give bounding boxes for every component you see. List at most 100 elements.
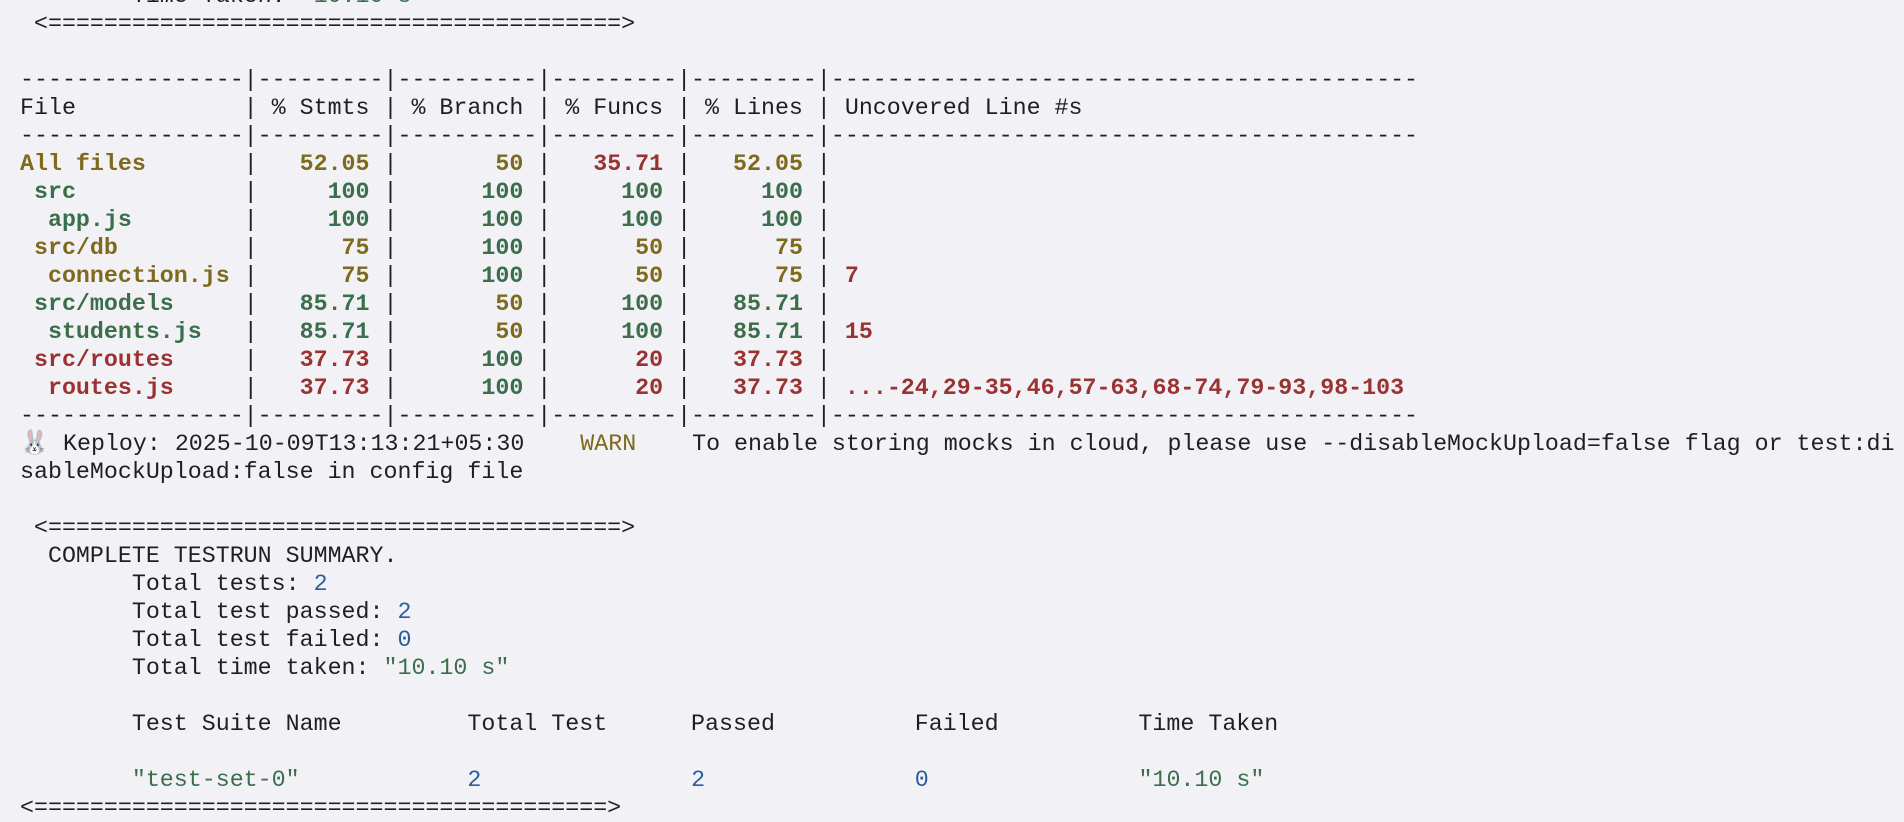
terminal-text: | [677, 235, 692, 261]
terminal-line: 🐰 Keploy: 2025-10-09T13:13:21+05:30 WARN… [20, 430, 1894, 458]
terminal-line: Test Suite Name Total Test Passed Failed… [20, 710, 1894, 738]
terminal-text: 50 [551, 235, 678, 261]
terminal-text: ...-24,29-35,46,57-63,68-74,79-93,98-103 [844, 375, 1405, 401]
terminal-text: | [537, 179, 552, 205]
terminal-text [300, 767, 468, 793]
terminal-text: src/models [20, 291, 244, 317]
terminal-text: 85.71 [257, 291, 384, 317]
terminal-line: ----------------|---------|----------|--… [20, 66, 1894, 94]
terminal-text: | [816, 151, 831, 177]
terminal-text: src/routes [20, 347, 244, 373]
terminal-text: | [243, 151, 258, 177]
terminal-text: students.js [20, 319, 244, 345]
terminal: Time Taken: "10.10 s" <=================… [20, 0, 1894, 822]
terminal-text: 0 [914, 767, 929, 793]
terminal-line: routes.js | 37.73 | 100 | 20 | 37.73 | .… [20, 374, 1894, 402]
terminal-line: "test-set-0" 2 2 0 "10.10 s" [20, 766, 1894, 794]
terminal-line [20, 486, 1894, 514]
terminal-line: src | 100 | 100 | 100 | 100 | [20, 178, 1894, 206]
terminal-text: 50 [551, 263, 678, 289]
terminal-text: All files [20, 151, 244, 177]
terminal-text: | [816, 179, 831, 205]
terminal-text: | [537, 347, 552, 373]
terminal-text: src [20, 179, 244, 205]
terminal-text: | [383, 207, 398, 233]
terminal-line: sableMockUpload:false in config file [20, 458, 1894, 486]
terminal-text: 100 [397, 263, 538, 289]
terminal-text: Total time taken: [20, 655, 384, 681]
terminal-text [705, 767, 915, 793]
terminal-line: app.js | 100 | 100 | 100 | 100 | [20, 206, 1894, 234]
terminal-line: Total test passed: 2 [20, 598, 1894, 626]
terminal-line: students.js | 85.71 | 50 | 100 | 85.71 |… [20, 318, 1894, 346]
terminal-text: | [816, 263, 845, 289]
terminal-text: | [677, 291, 692, 317]
terminal-text [481, 767, 691, 793]
terminal-text: Total test passed: [20, 599, 398, 625]
terminal-line [20, 738, 1894, 766]
terminal-text: | [816, 375, 845, 401]
terminal-text: | [383, 235, 398, 261]
terminal-text [929, 767, 1139, 793]
terminal-text: connection.js [20, 263, 244, 289]
terminal-text: 75 [691, 263, 817, 289]
terminal-text: | [383, 263, 398, 289]
terminal-text: | [243, 179, 258, 205]
terminal-text: 2 [397, 599, 412, 625]
terminal-text: | [383, 319, 398, 345]
terminal-text: | [383, 375, 398, 401]
terminal-text: ----------------|---------|----------|--… [20, 403, 1419, 429]
terminal-text: 75 [257, 263, 384, 289]
terminal-text: Test Suite Name Total Test Passed Failed… [20, 711, 1279, 737]
terminal-line: src/routes | 37.73 | 100 | 20 | 37.73 | [20, 346, 1894, 374]
terminal-text: | [677, 263, 692, 289]
terminal-text: 0 [397, 627, 412, 653]
terminal-text: "10.10 s" [383, 655, 510, 681]
terminal-line: <=======================================… [20, 794, 1894, 822]
terminal-text: | [677, 207, 692, 233]
terminal-text: 52.05 [691, 151, 817, 177]
terminal-text: | [816, 291, 831, 317]
terminal-text: | [677, 151, 692, 177]
terminal-text: 100 [551, 179, 678, 205]
terminal-text: | [537, 151, 552, 177]
terminal-text: 50 [397, 291, 538, 317]
terminal-text: | [677, 347, 692, 373]
terminal-line: Time Taken: "10.10 s" [20, 0, 1894, 10]
terminal-text: 37.73 [691, 347, 817, 373]
terminal-text: | [537, 319, 552, 345]
terminal-line [20, 682, 1894, 710]
terminal-line: connection.js | 75 | 100 | 50 | 75 | 7 [20, 262, 1894, 290]
terminal-line: Total time taken: "10.10 s" [20, 654, 1894, 682]
terminal-line [20, 38, 1894, 66]
terminal-text: src/db [20, 235, 244, 261]
terminal-text: | [537, 235, 552, 261]
terminal-text: 100 [397, 235, 538, 261]
terminal-text: | [816, 235, 831, 261]
terminal-text: 2 [313, 571, 328, 597]
terminal-text: 100 [397, 347, 538, 373]
terminal-text: sableMockUpload:false in config file [20, 459, 524, 485]
terminal-text: ----------------|---------|----------|--… [20, 123, 1419, 149]
terminal-text: 35.71 [551, 151, 678, 177]
terminal-text: | [816, 319, 845, 345]
terminal-text: 100 [691, 207, 817, 233]
terminal-text: 100 [551, 291, 678, 317]
terminal-text: | [383, 179, 398, 205]
terminal-text: "10.10 s" [1138, 767, 1265, 793]
terminal-text: | [537, 263, 552, 289]
terminal-text: | [243, 235, 258, 261]
terminal-text: routes.js [20, 375, 244, 401]
terminal-text: 85.71 [691, 319, 817, 345]
terminal-text: | [243, 347, 258, 373]
terminal-line: src/db | 75 | 100 | 50 | 75 | [20, 234, 1894, 262]
terminal-text: 100 [397, 375, 538, 401]
terminal-text: 75 [257, 235, 384, 261]
terminal-text: 75 [691, 235, 817, 261]
terminal-text: To enable storing mocks in cloud, please… [636, 431, 1895, 457]
terminal-line: ----------------|---------|----------|--… [20, 122, 1894, 150]
terminal-line: <=======================================… [20, 514, 1894, 542]
terminal-text: | [383, 291, 398, 317]
terminal-text: "test-set-0" [131, 767, 300, 793]
